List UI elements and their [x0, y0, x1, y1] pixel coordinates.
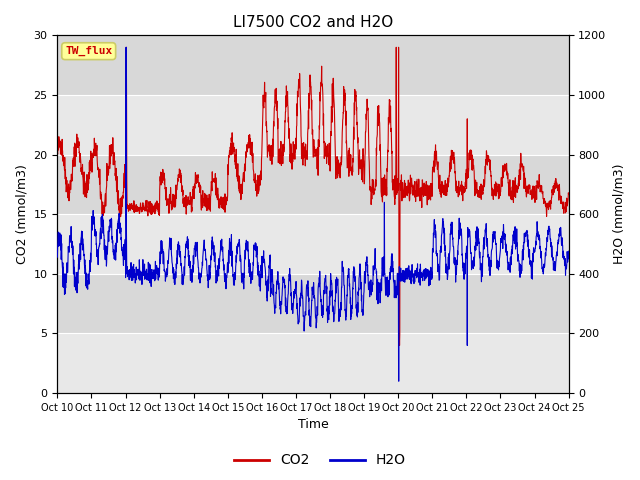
- Bar: [58, 274, 568, 334]
- Bar: [58, 334, 568, 393]
- Title: LI7500 CO2 and H2O: LI7500 CO2 and H2O: [233, 15, 393, 30]
- Y-axis label: H2O (mmol/m3): H2O (mmol/m3): [612, 164, 625, 264]
- X-axis label: Time: Time: [298, 419, 328, 432]
- Bar: [58, 36, 568, 95]
- Text: TW_flux: TW_flux: [65, 46, 113, 56]
- Bar: [58, 155, 568, 214]
- Legend: CO2, H2O: CO2, H2O: [228, 448, 412, 473]
- Y-axis label: CO2 (mmol/m3): CO2 (mmol/m3): [15, 164, 28, 264]
- Bar: [58, 214, 568, 274]
- Bar: [58, 95, 568, 155]
